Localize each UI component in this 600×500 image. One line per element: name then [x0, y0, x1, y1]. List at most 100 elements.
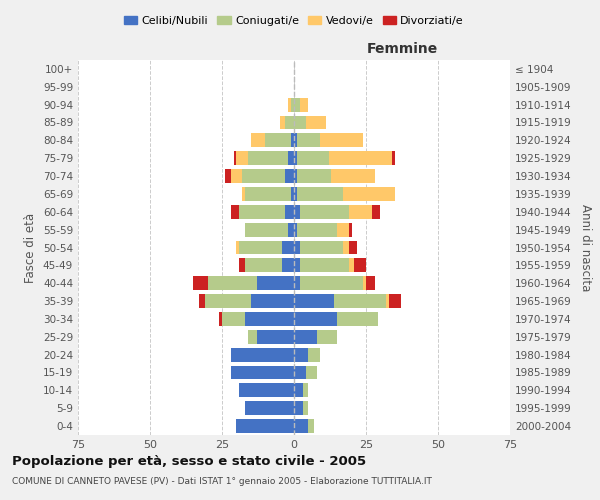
Bar — [230, 348, 294, 362]
Bar — [286, 169, 294, 183]
Bar — [294, 348, 308, 362]
Bar — [233, 151, 236, 165]
Bar — [343, 187, 395, 201]
Bar — [363, 276, 366, 290]
Bar — [302, 384, 308, 398]
Bar — [291, 187, 294, 201]
Bar — [349, 205, 372, 219]
Bar — [294, 419, 308, 433]
Bar — [294, 258, 300, 272]
Bar — [239, 258, 245, 272]
Bar — [305, 116, 326, 130]
Bar — [337, 312, 377, 326]
Bar — [257, 330, 294, 344]
Bar — [283, 240, 294, 254]
Bar — [294, 116, 305, 130]
Bar — [302, 401, 308, 415]
Bar — [300, 276, 363, 290]
Bar — [294, 205, 300, 219]
Bar — [236, 151, 248, 165]
Bar — [349, 222, 352, 236]
Bar — [297, 187, 343, 201]
Bar — [236, 240, 239, 254]
Bar — [205, 294, 251, 308]
Bar — [239, 384, 294, 398]
Bar — [280, 116, 286, 130]
Bar — [222, 312, 245, 326]
Text: Popolazione per età, sesso e stato civile - 2005: Popolazione per età, sesso e stato civil… — [12, 455, 366, 468]
Bar — [251, 134, 265, 147]
Bar — [248, 151, 288, 165]
Bar — [294, 222, 297, 236]
Bar — [343, 240, 349, 254]
Bar — [251, 294, 294, 308]
Bar — [283, 258, 294, 272]
Bar — [294, 294, 334, 308]
Bar — [392, 151, 395, 165]
Bar — [334, 294, 386, 308]
Bar — [329, 151, 392, 165]
Bar — [305, 366, 317, 380]
Bar — [208, 276, 257, 290]
Bar — [236, 419, 294, 433]
Bar — [386, 294, 389, 308]
Y-axis label: Fasce di età: Fasce di età — [25, 212, 37, 282]
Bar — [331, 169, 374, 183]
Bar — [300, 240, 343, 254]
Bar — [294, 169, 297, 183]
Bar — [230, 205, 239, 219]
Bar — [355, 258, 366, 272]
Bar — [294, 312, 337, 326]
Bar — [230, 169, 242, 183]
Bar — [242, 187, 245, 201]
Bar — [372, 205, 380, 219]
Bar — [294, 134, 297, 147]
Bar — [245, 401, 294, 415]
Bar — [245, 187, 291, 201]
Bar — [294, 98, 300, 112]
Bar — [389, 294, 401, 308]
Bar — [320, 134, 363, 147]
Bar — [294, 151, 297, 165]
Bar — [291, 134, 294, 147]
Y-axis label: Anni di nascita: Anni di nascita — [580, 204, 592, 291]
Bar — [297, 151, 329, 165]
Bar — [245, 312, 294, 326]
Bar — [257, 276, 294, 290]
Bar — [239, 205, 286, 219]
Bar — [297, 222, 337, 236]
Bar — [286, 205, 294, 219]
Bar — [297, 134, 320, 147]
Bar — [300, 258, 349, 272]
Bar — [308, 419, 314, 433]
Bar — [366, 276, 374, 290]
Bar — [288, 222, 294, 236]
Bar — [248, 330, 257, 344]
Bar — [294, 366, 305, 380]
Bar — [294, 330, 317, 344]
Bar — [242, 169, 286, 183]
Bar — [288, 98, 291, 112]
Bar — [239, 240, 283, 254]
Bar — [291, 98, 294, 112]
Legend: Celibi/Nubili, Coniugati/e, Vedovi/e, Divorziati/e: Celibi/Nubili, Coniugati/e, Vedovi/e, Di… — [119, 11, 469, 30]
Bar — [286, 116, 294, 130]
Bar — [349, 258, 355, 272]
Bar — [294, 384, 302, 398]
Bar — [294, 401, 302, 415]
Bar — [297, 169, 331, 183]
Bar — [288, 151, 294, 165]
Bar — [245, 222, 288, 236]
Bar — [349, 240, 358, 254]
Bar — [294, 276, 300, 290]
Bar — [265, 134, 291, 147]
Bar — [219, 312, 222, 326]
Bar — [308, 348, 320, 362]
Bar — [230, 366, 294, 380]
Text: COMUNE DI CANNETO PAVESE (PV) - Dati ISTAT 1° gennaio 2005 - Elaborazione TUTTIT: COMUNE DI CANNETO PAVESE (PV) - Dati IST… — [12, 478, 432, 486]
Bar — [337, 222, 349, 236]
Bar — [225, 169, 230, 183]
Bar — [245, 258, 283, 272]
Bar — [294, 187, 297, 201]
Bar — [193, 276, 208, 290]
